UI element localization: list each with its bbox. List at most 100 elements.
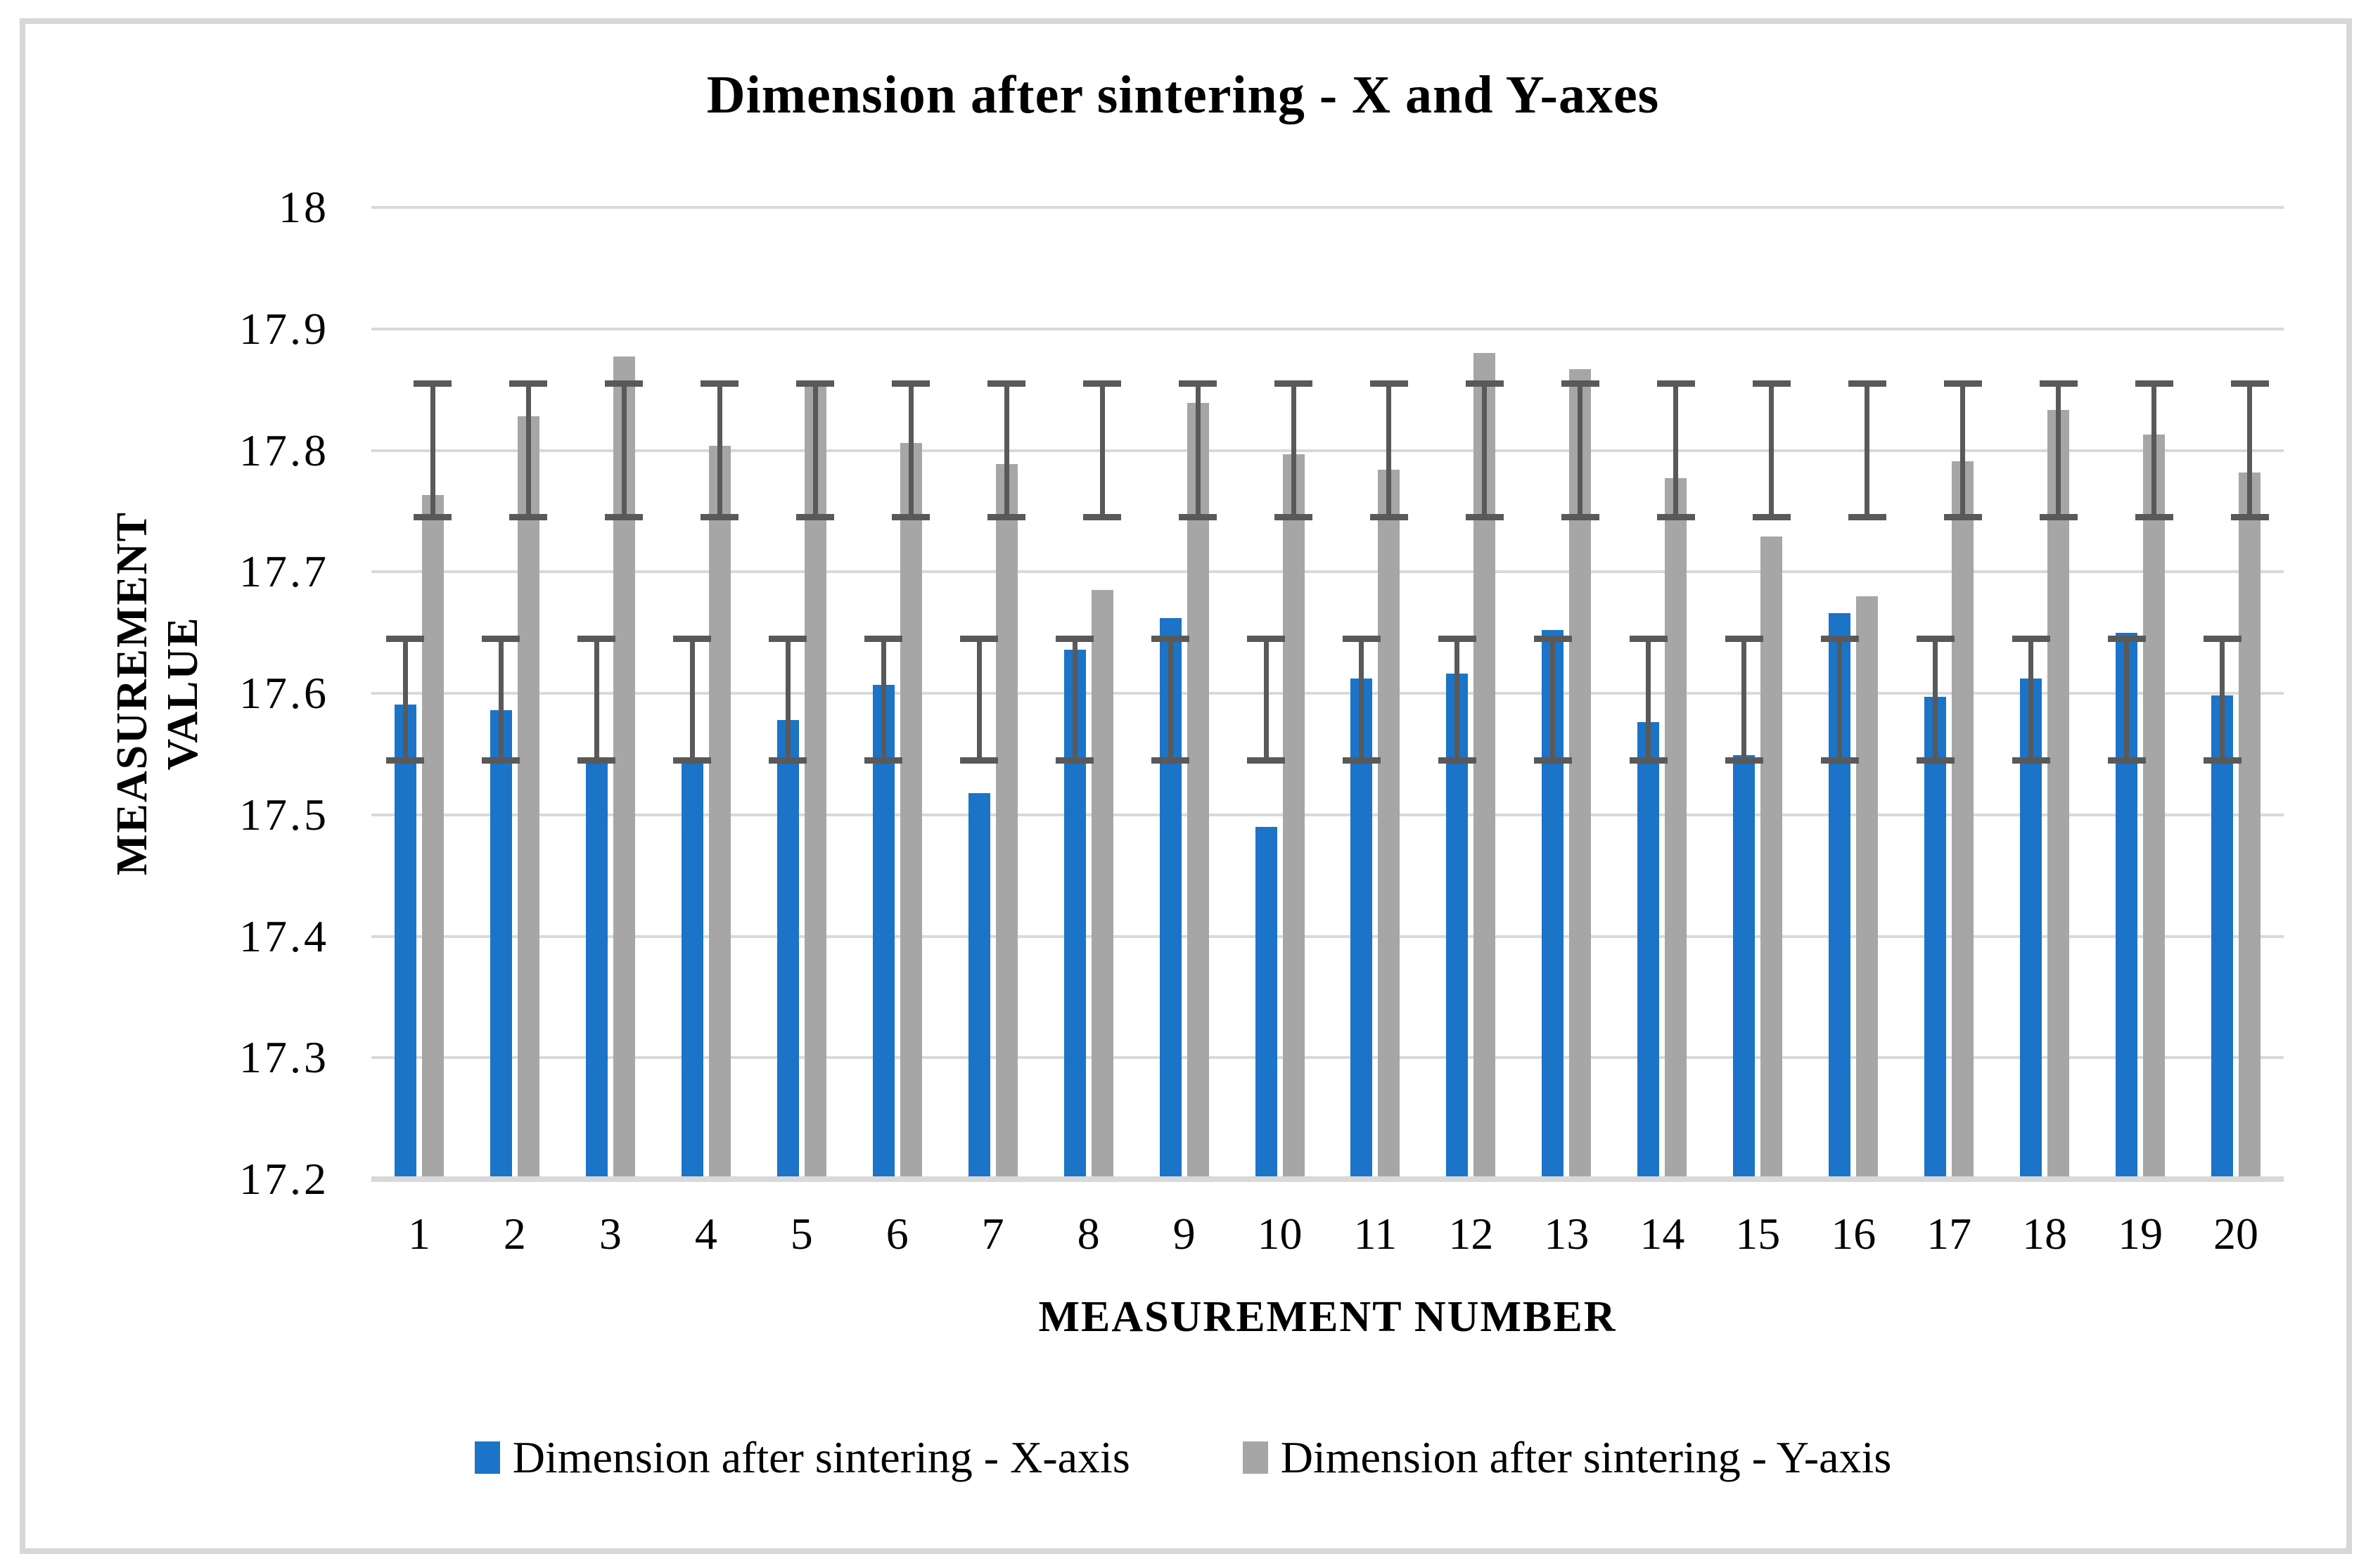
x-tick-label-19: 19 <box>2118 1209 2163 1259</box>
bar-series1-cat20 <box>2211 695 2234 1179</box>
error-bar-line <box>1263 638 1269 760</box>
error-bar-cap <box>2039 514 2078 520</box>
error-bar-cap <box>386 635 425 642</box>
error-bar-cap <box>769 757 807 764</box>
error-bar-cap <box>1083 380 1122 387</box>
gridline <box>371 934 2284 938</box>
bar-series1-cat5 <box>776 720 799 1179</box>
bar-series2-cat20 <box>2239 472 2261 1179</box>
error-bar-cap <box>482 635 520 642</box>
error-bar-cap <box>1916 757 1955 764</box>
error-bar-line <box>594 638 599 760</box>
error-bar-cap <box>673 757 712 764</box>
error-bar-cap <box>1465 380 1504 387</box>
error-bar-cap <box>1943 380 1982 387</box>
error-bar-cap <box>1848 514 1886 520</box>
error-bar-line <box>1291 383 1296 518</box>
error-bar-cap <box>2107 635 2146 642</box>
bar-series1-cat10 <box>1255 827 1277 1179</box>
error-bar-cap <box>1629 757 1668 764</box>
error-bar-cap <box>1151 635 1190 642</box>
gridline <box>371 570 2284 574</box>
error-bar-cap <box>2107 757 2146 764</box>
error-bar-line <box>1960 383 1966 518</box>
error-bar-cap <box>1533 757 1572 764</box>
bar-series2-cat16 <box>1856 596 1879 1179</box>
error-bar-cap <box>1151 757 1190 764</box>
gridline <box>371 692 2284 695</box>
error-bar-cap <box>2012 757 2050 764</box>
gridline <box>371 327 2284 330</box>
error-bar-cap <box>1438 635 1476 642</box>
y-tick-label-17.6: 17.6 <box>239 668 329 718</box>
error-bar-line <box>1673 383 1679 518</box>
error-bar-cap <box>1561 514 1599 520</box>
error-bar-line <box>1386 383 1392 518</box>
error-bar-line <box>2124 638 2130 760</box>
error-bar-cap <box>2012 635 2050 642</box>
error-bar-cap <box>509 514 548 520</box>
gridline <box>371 206 2284 209</box>
x-tick-label-3: 3 <box>599 1209 622 1259</box>
x-axis-title: MEASUREMENT NUMBER <box>1038 1293 1617 1341</box>
error-bar-line <box>1099 383 1105 518</box>
error-bar-cap <box>414 380 452 387</box>
error-bar-cap <box>1752 380 1791 387</box>
error-bar-cap <box>673 635 712 642</box>
bar-series2-cat6 <box>900 443 922 1179</box>
x-tick-label-14: 14 <box>1639 1209 1685 1259</box>
x-tick-label-5: 5 <box>790 1209 813 1259</box>
bar-series2-cat9 <box>1187 403 1209 1179</box>
plot-area <box>371 206 2284 1182</box>
error-bar-cap <box>1752 514 1791 520</box>
error-bar-cap <box>796 514 835 520</box>
error-bar-cap <box>960 635 999 642</box>
legend-swatch-icon <box>1242 1441 1268 1474</box>
error-bar-line <box>976 638 982 760</box>
x-tick-label-9: 9 <box>1172 1209 1196 1259</box>
bar-series1-cat6 <box>872 684 895 1179</box>
error-bar-cap <box>605 380 644 387</box>
error-bar-cap <box>2203 635 2242 642</box>
x-tick-label-20: 20 <box>2213 1209 2259 1259</box>
error-bar-line <box>2220 638 2225 760</box>
error-bar-line <box>1578 383 1583 518</box>
error-bar-cap <box>1629 635 1668 642</box>
x-tick-label-1: 1 <box>407 1209 430 1259</box>
legend-swatch-icon <box>474 1441 500 1474</box>
error-bar-cap <box>1848 380 1886 387</box>
gridline <box>371 813 2284 816</box>
error-bar-cap <box>1056 757 1094 764</box>
error-bar-cap <box>1438 757 1476 764</box>
y-tick-label-18: 18 <box>279 182 329 232</box>
bar-series1-cat15 <box>1733 755 1756 1179</box>
error-bar-line <box>621 383 627 518</box>
error-bar-line <box>717 383 722 518</box>
bar-series1-cat4 <box>681 760 703 1179</box>
error-bar-cap <box>1274 514 1313 520</box>
error-bar-cap <box>1342 757 1381 764</box>
x-tick-label-7: 7 <box>981 1209 1004 1259</box>
x-tick-label-8: 8 <box>1077 1209 1100 1259</box>
error-bar-cap <box>577 757 616 764</box>
y-tick-label-17.7: 17.7 <box>239 546 329 597</box>
error-bar-cap <box>1561 380 1599 387</box>
error-bar-cap <box>1725 757 1763 764</box>
error-bar-cap <box>701 380 739 387</box>
bar-series2-cat7 <box>995 463 1018 1179</box>
error-bar-line <box>1454 638 1460 760</box>
error-bar-line <box>2056 383 2061 518</box>
error-bar-line <box>498 638 504 760</box>
error-bar-line <box>1741 638 1747 760</box>
bar-series2-cat4 <box>708 445 731 1179</box>
legend-item-series2: Dimension after sintering - Y-axis <box>1242 1432 1891 1484</box>
error-bar-cap <box>1056 635 1094 642</box>
error-bar-cap <box>1247 635 1286 642</box>
error-bar-cap <box>701 514 739 520</box>
chart-border-frame <box>20 18 2352 1554</box>
error-bar-line <box>1837 638 1843 760</box>
error-bar-cap <box>1465 514 1504 520</box>
bar-series2-cat17 <box>1952 461 1974 1179</box>
y-tick-label-17.2: 17.2 <box>239 1154 329 1204</box>
error-bar-line <box>881 638 886 760</box>
